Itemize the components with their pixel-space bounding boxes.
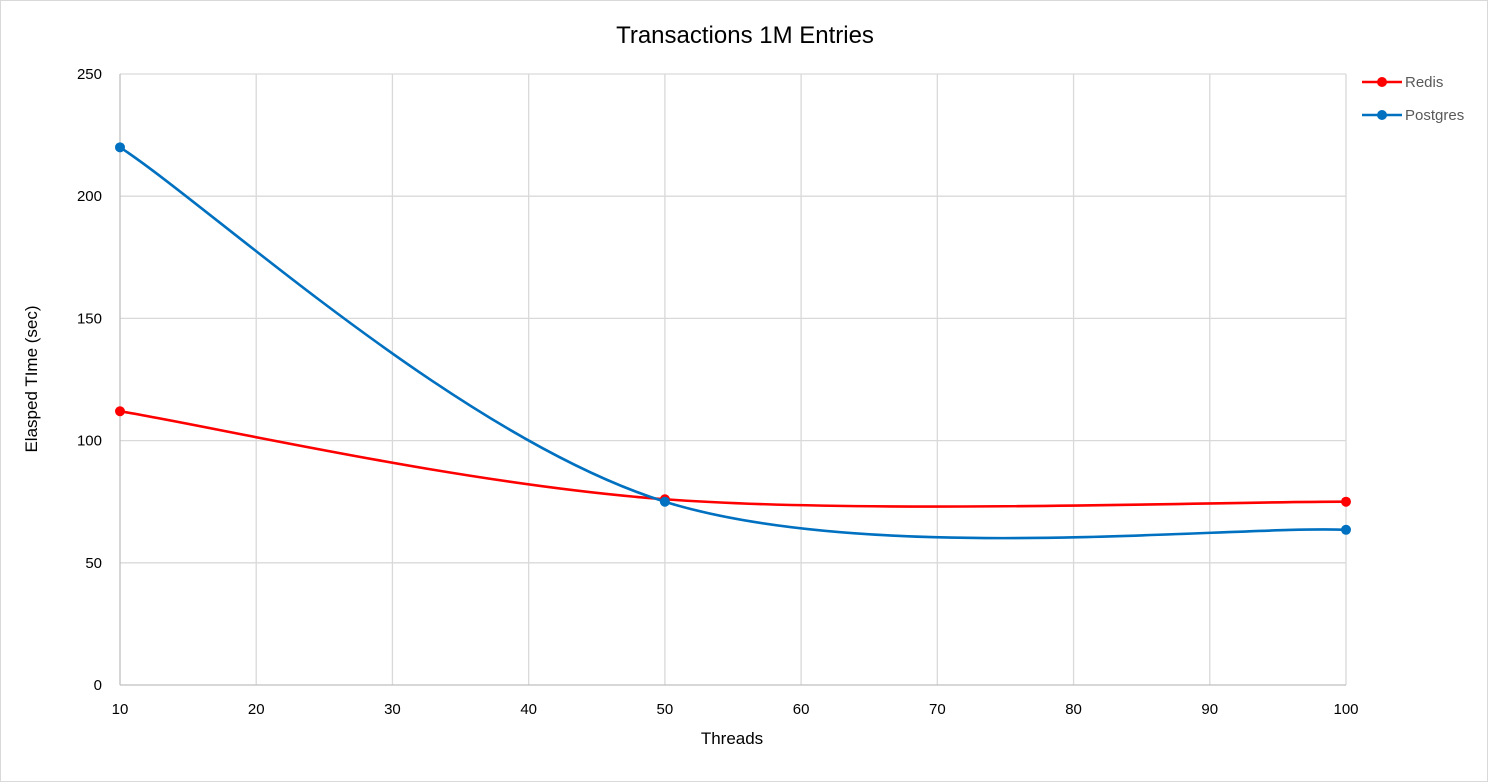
x-tick-labels: 10 20 30 40 50 60 70 80 90 100	[112, 701, 1359, 718]
y-axis-label: Elasped TIme (sec)	[22, 305, 41, 452]
series-line-postgres	[118, 146, 1348, 540]
y-tick-labels: 0 50 100 150 200 250	[77, 66, 102, 694]
x-tick-label: 30	[384, 701, 401, 718]
y-tick-label: 150	[77, 310, 102, 327]
legend-marker	[1377, 110, 1387, 120]
x-axis-label: Threads	[701, 729, 763, 748]
axes	[119, 74, 1346, 686]
legend-item-redis: Redis	[1362, 74, 1443, 91]
y-tick-label: 200	[77, 188, 102, 205]
data-point-redis	[1341, 496, 1351, 507]
y-tick-label: 250	[77, 66, 102, 83]
legend-label: Redis	[1405, 74, 1443, 91]
x-tick-label: 50	[657, 701, 674, 718]
legend-marker	[1377, 77, 1387, 87]
y-tick-label: 0	[94, 677, 102, 694]
data-point-postgres	[659, 496, 670, 507]
legend-item-postgres: Postgres	[1362, 107, 1464, 124]
series-layer	[115, 142, 1351, 540]
grid-lines	[120, 73, 1347, 685]
x-tick-label: 90	[1201, 701, 1218, 718]
x-tick-label: 10	[112, 701, 129, 718]
legend-label: Postgres	[1405, 107, 1464, 124]
chart-title: Transactions 1M Entries	[616, 22, 874, 49]
x-tick-label: 20	[248, 701, 265, 718]
data-point-postgres	[1341, 524, 1351, 535]
series-line-redis	[118, 409, 1348, 508]
data-point-postgres	[115, 142, 125, 153]
y-tick-label: 100	[77, 433, 102, 450]
data-point-redis	[115, 406, 125, 417]
x-tick-label: 70	[929, 701, 946, 718]
x-tick-label: 100	[1333, 701, 1358, 718]
y-tick-label: 50	[85, 555, 102, 572]
legend: Redis Postgres	[1362, 74, 1464, 124]
x-tick-label: 60	[793, 701, 810, 718]
x-tick-label: 80	[1065, 701, 1082, 718]
x-tick-label: 40	[520, 701, 537, 718]
